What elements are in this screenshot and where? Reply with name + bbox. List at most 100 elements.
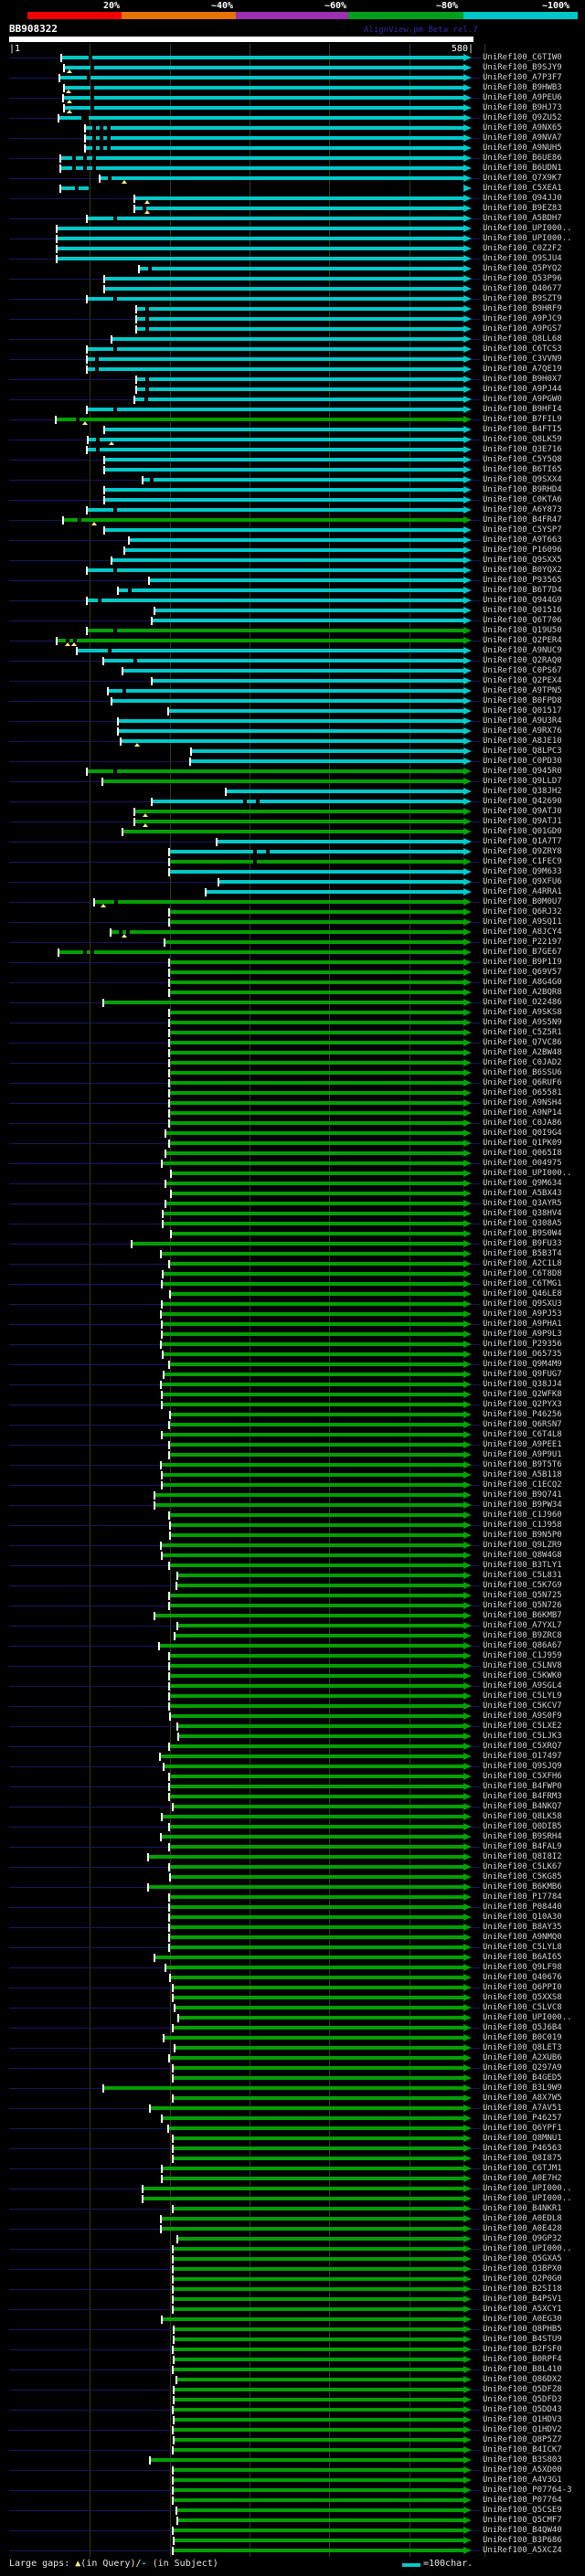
hit-label[interactable]: UniRef100_Q53P96 xyxy=(483,274,562,283)
hit-label[interactable]: UniRef100_C3VVN9 xyxy=(483,355,562,364)
hit-label[interactable]: UniRef100_B6TI65 xyxy=(483,465,562,474)
alignment-bar[interactable] xyxy=(170,1121,463,1125)
hit-label[interactable]: UniRef100_B4ICK7 xyxy=(483,2445,562,2454)
hit-label[interactable]: UniRef100_A9S0F9 xyxy=(483,1712,562,1721)
hit-label[interactable]: UniRef100_A0EDL8 xyxy=(483,2214,562,2223)
alignment-bar[interactable] xyxy=(163,2317,463,2321)
alignment-bar[interactable] xyxy=(164,1272,463,1276)
hit-label[interactable]: UniRef100_C6TMG1 xyxy=(483,1279,562,1288)
alignment-bar[interactable] xyxy=(169,2126,463,2130)
hit-label[interactable]: UniRef100_Q5DFD3 xyxy=(483,2395,562,2404)
alignment-bar[interactable] xyxy=(112,558,463,562)
alignment-bar[interactable] xyxy=(170,1091,463,1095)
alignment-bar[interactable] xyxy=(163,1393,463,1396)
hit-label[interactable]: UniRef100_B2SI18 xyxy=(483,2284,562,2294)
hit-label[interactable]: UniRef100_B9P1I9 xyxy=(483,958,562,967)
alignment-bar[interactable] xyxy=(60,76,463,80)
hit-label[interactable]: UniRef100_B4QW40 xyxy=(483,2526,562,2535)
alignment-bar[interactable] xyxy=(88,599,463,602)
alignment-bar[interactable] xyxy=(155,1956,463,1959)
alignment-bar[interactable] xyxy=(170,910,463,914)
hit-label[interactable]: UniRef100_A9SGL4 xyxy=(483,1681,562,1691)
hit-label[interactable]: UniRef100_Q6T706 xyxy=(483,616,562,625)
alignment-bar[interactable] xyxy=(133,1242,463,1246)
hit-label[interactable]: UniRef100_O22486 xyxy=(483,998,562,1007)
alignment-bar[interactable] xyxy=(178,2237,463,2241)
alignment-bar[interactable] xyxy=(170,1674,463,1678)
alignment-bar[interactable] xyxy=(104,1001,463,1004)
alignment-bar[interactable] xyxy=(105,458,463,461)
hit-label[interactable]: UniRef100_O65735 xyxy=(483,1350,562,1359)
hit-label[interactable]: UniRef100_Q9SXX4 xyxy=(483,475,562,484)
hit-label[interactable]: UniRef100_C5YSP7 xyxy=(483,525,562,535)
hit-label[interactable]: UniRef100_Q9ZRY8 xyxy=(483,847,562,856)
alignment-bar[interactable] xyxy=(163,2177,463,2180)
hit-label[interactable]: UniRef100_C5Z5R1 xyxy=(483,1028,562,1037)
hit-label[interactable]: UniRef100_A2C1L8 xyxy=(483,1259,562,1268)
alignment-bar[interactable] xyxy=(177,1584,463,1587)
alignment-bar[interactable] xyxy=(192,749,463,753)
hit-label[interactable]: UniRef100_Q5J6B4 xyxy=(483,2023,562,2032)
hit-label[interactable]: UniRef100_Q38HV4 xyxy=(483,1209,562,1218)
hit-label[interactable]: UniRef100_B4PSV1 xyxy=(483,2295,562,2304)
alignment-bar[interactable] xyxy=(137,327,463,331)
alignment-bar[interactable] xyxy=(174,2478,463,2482)
alignment-bar[interactable] xyxy=(162,1252,463,1256)
hit-label[interactable]: UniRef100_Q9SJQ9 xyxy=(483,1762,562,1771)
hit-label[interactable]: UniRef100_A0E7H2 xyxy=(483,2174,562,2183)
hit-label[interactable]: UniRef100_Q945R0 xyxy=(483,767,562,776)
hit-label[interactable]: UniRef100_Q9ATJ0 xyxy=(483,807,562,816)
hit-label[interactable]: UniRef100_C5XEA1 xyxy=(483,184,562,193)
hit-label[interactable]: UniRef100_B9T5T6 xyxy=(483,1460,562,1469)
alignment-bar[interactable] xyxy=(162,1383,463,1386)
hit-label[interactable]: UniRef100_B9HWB3 xyxy=(483,83,562,92)
hit-label[interactable]: UniRef100_Q5XXS8 xyxy=(483,1993,562,2002)
alignment-bar[interactable] xyxy=(170,1704,463,1708)
hit-label[interactable]: UniRef100_Q40676 xyxy=(483,1973,562,1982)
hit-label[interactable]: UniRef100_C5LVC8 xyxy=(483,2003,562,2012)
alignment-bar[interactable] xyxy=(174,1986,463,1989)
alignment-bar[interactable] xyxy=(176,1634,463,1638)
hit-label[interactable]: UniRef100_Q38JH2 xyxy=(483,787,562,796)
alignment-bar[interactable] xyxy=(174,2157,463,2160)
alignment-bar[interactable] xyxy=(162,2227,463,2231)
alignment-bar[interactable] xyxy=(135,207,463,210)
hit-label[interactable]: UniRef100_Q1HDV2 xyxy=(483,2425,562,2434)
alignment-bar[interactable] xyxy=(174,2096,463,2100)
alignment-bar[interactable] xyxy=(64,518,463,522)
alignment-bar[interactable] xyxy=(122,739,463,743)
hit-label[interactable]: UniRef100_A9NMQ0 xyxy=(483,1933,562,1942)
alignment-bar[interactable] xyxy=(86,146,463,150)
alignment-bar[interactable] xyxy=(163,1473,463,1477)
alignment-bar[interactable] xyxy=(162,1543,463,1547)
hit-label[interactable]: UniRef100_A9PJC9 xyxy=(483,314,562,323)
hit-label[interactable]: UniRef100_Q9M4M9 xyxy=(483,1360,562,1369)
hit-label[interactable]: UniRef100_C1ECQ2 xyxy=(483,1480,562,1489)
hit-label[interactable]: UniRef100_Q8W4G8 xyxy=(483,1551,562,1560)
hit-label[interactable]: UniRef100_UPI000.. xyxy=(483,2244,572,2253)
hit-label[interactable]: UniRef100_C1J958 xyxy=(483,1521,562,1530)
hit-label[interactable]: UniRef100_B4FR47 xyxy=(483,515,562,525)
hit-label[interactable]: UniRef100_B9ZRC8 xyxy=(483,1631,562,1640)
hit-label[interactable]: UniRef100_B9HRF9 xyxy=(483,304,562,313)
hit-label[interactable]: UniRef100_Q0I9G4 xyxy=(483,1129,562,1138)
alignment-bar[interactable] xyxy=(58,237,463,240)
hit-label[interactable]: UniRef100_A9NVA7 xyxy=(483,133,562,143)
hit-label[interactable]: UniRef100_Q5PYQ2 xyxy=(483,264,562,273)
alignment-bar[interactable] xyxy=(174,2448,463,2452)
alignment-bar[interactable] xyxy=(151,2106,463,2110)
alignment-bar[interactable] xyxy=(174,2297,463,2301)
alignment-bar[interactable] xyxy=(163,1403,463,1406)
alignment-bar[interactable] xyxy=(175,2418,463,2422)
alignment-bar[interactable] xyxy=(177,2508,463,2512)
alignment-bar[interactable] xyxy=(95,900,463,904)
alignment-bar[interactable] xyxy=(137,317,463,321)
hit-label[interactable]: UniRef100_B0YQX2 xyxy=(483,566,562,575)
hit-label[interactable]: UniRef100_Q5CSE9 xyxy=(483,2506,562,2515)
alignment-bar[interactable] xyxy=(174,2147,463,2150)
hit-label[interactable]: UniRef100_Q6PPI0 xyxy=(483,1983,562,1992)
alignment-bar[interactable] xyxy=(164,1222,463,1225)
hit-label[interactable]: UniRef100_P46563 xyxy=(483,2144,562,2153)
alignment-bar[interactable] xyxy=(88,408,463,411)
hit-label[interactable]: UniRef100_A9NSH4 xyxy=(483,1098,562,1108)
